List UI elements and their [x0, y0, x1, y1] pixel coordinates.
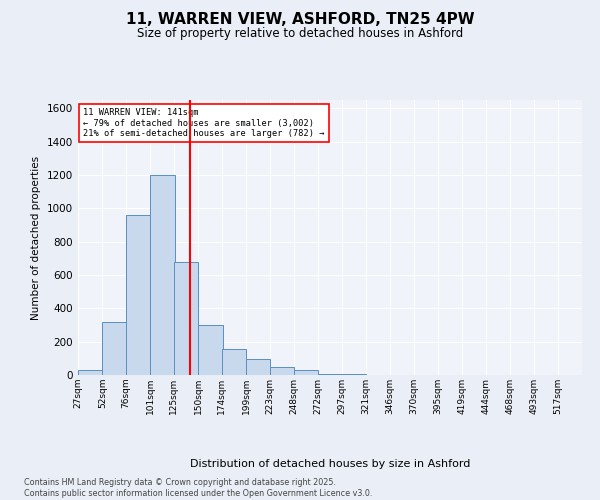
- Bar: [126, 215, 150, 375]
- Text: Contains HM Land Registry data © Crown copyright and database right 2025.
Contai: Contains HM Land Registry data © Crown c…: [24, 478, 373, 498]
- Bar: [247, 359, 271, 375]
- Bar: [78, 370, 102, 375]
- X-axis label: Distribution of detached houses by size in Ashford: Distribution of detached houses by size …: [190, 458, 470, 468]
- Bar: [222, 349, 246, 375]
- Bar: [151, 175, 175, 375]
- Bar: [366, 374, 390, 375]
- Bar: [270, 366, 294, 375]
- Bar: [318, 374, 342, 375]
- Y-axis label: Number of detached properties: Number of detached properties: [31, 156, 41, 320]
- Bar: [103, 322, 127, 375]
- Bar: [174, 262, 198, 375]
- Bar: [342, 374, 367, 375]
- Bar: [294, 370, 319, 375]
- Text: 11, WARREN VIEW, ASHFORD, TN25 4PW: 11, WARREN VIEW, ASHFORD, TN25 4PW: [125, 12, 475, 28]
- Bar: [199, 325, 223, 375]
- Text: Size of property relative to detached houses in Ashford: Size of property relative to detached ho…: [137, 28, 463, 40]
- Text: 11 WARREN VIEW: 141sqm
← 79% of detached houses are smaller (3,002)
21% of semi-: 11 WARREN VIEW: 141sqm ← 79% of detached…: [83, 108, 325, 138]
